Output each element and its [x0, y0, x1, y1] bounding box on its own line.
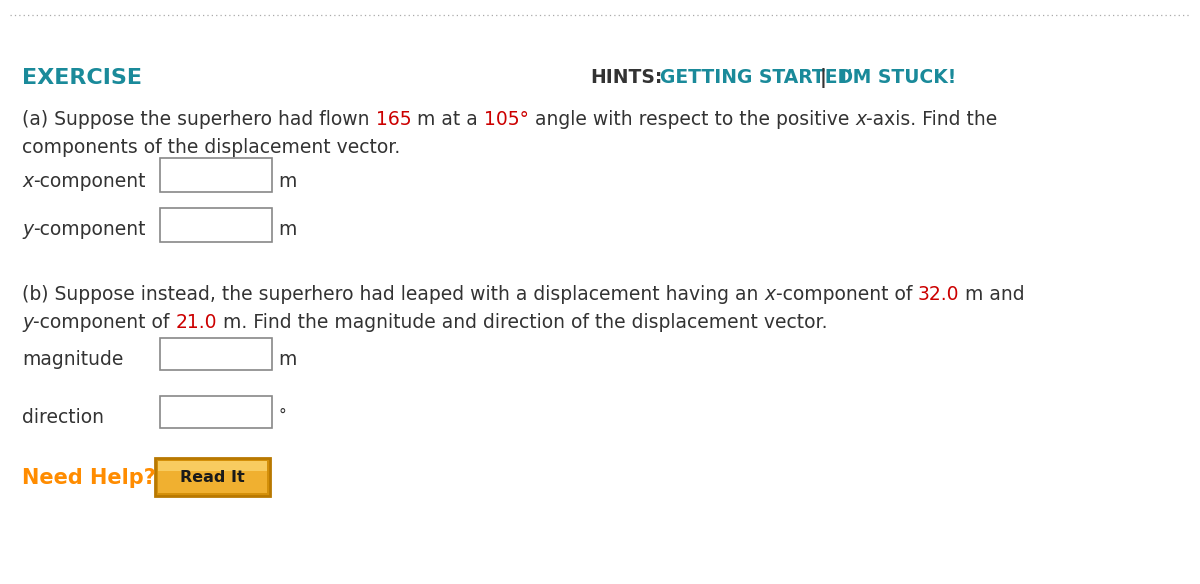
Text: m: m	[278, 172, 296, 191]
Text: 105°: 105°	[484, 110, 529, 129]
Text: m: m	[278, 350, 296, 369]
Text: °: °	[278, 408, 286, 423]
Text: GETTING STARTED: GETTING STARTED	[660, 68, 853, 87]
Bar	[158, 461, 266, 471]
Text: HINTS:: HINTS:	[590, 68, 662, 87]
Text: EXERCISE: EXERCISE	[22, 68, 142, 88]
Text: x: x	[22, 172, 34, 191]
Text: -axis. Find the: -axis. Find the	[866, 110, 997, 129]
Text: -component: -component	[34, 172, 145, 191]
Text: I'M STUCK!: I'M STUCK!	[840, 68, 956, 87]
Text: m at a: m at a	[412, 110, 484, 129]
Text: components of the displacement vector.: components of the displacement vector.	[22, 138, 401, 157]
Text: m. Find the magnitude and direction of the displacement vector.: m. Find the magnitude and direction of t…	[217, 313, 828, 332]
Text: m and: m and	[959, 285, 1025, 304]
Text: (b) Suppose instead, the superhero had leaped with a displacement having an: (b) Suppose instead, the superhero had l…	[22, 285, 764, 304]
Text: x: x	[856, 110, 866, 129]
Text: 165: 165	[376, 110, 412, 129]
Text: -component of: -component of	[34, 313, 175, 332]
Bar	[160, 158, 272, 192]
Bar	[160, 338, 272, 370]
Bar	[155, 458, 270, 496]
Text: x: x	[764, 285, 775, 304]
Text: y: y	[22, 220, 34, 239]
Bar	[158, 461, 266, 493]
Text: y: y	[22, 313, 34, 332]
Text: Need Help?: Need Help?	[22, 468, 156, 488]
Text: |: |	[820, 68, 827, 88]
Text: angle with respect to the positive: angle with respect to the positive	[529, 110, 856, 129]
Text: -component: -component	[34, 220, 145, 239]
Bar	[160, 208, 272, 242]
Text: 32.0: 32.0	[918, 285, 959, 304]
Text: -component of: -component of	[775, 285, 918, 304]
Bar	[160, 396, 272, 428]
Text: 21.0: 21.0	[175, 313, 217, 332]
Text: Read It: Read It	[180, 470, 245, 485]
Text: direction: direction	[22, 408, 104, 427]
Text: (a) Suppose the superhero had flown: (a) Suppose the superhero had flown	[22, 110, 376, 129]
Text: m: m	[278, 220, 296, 239]
Text: magnitude: magnitude	[22, 350, 124, 369]
